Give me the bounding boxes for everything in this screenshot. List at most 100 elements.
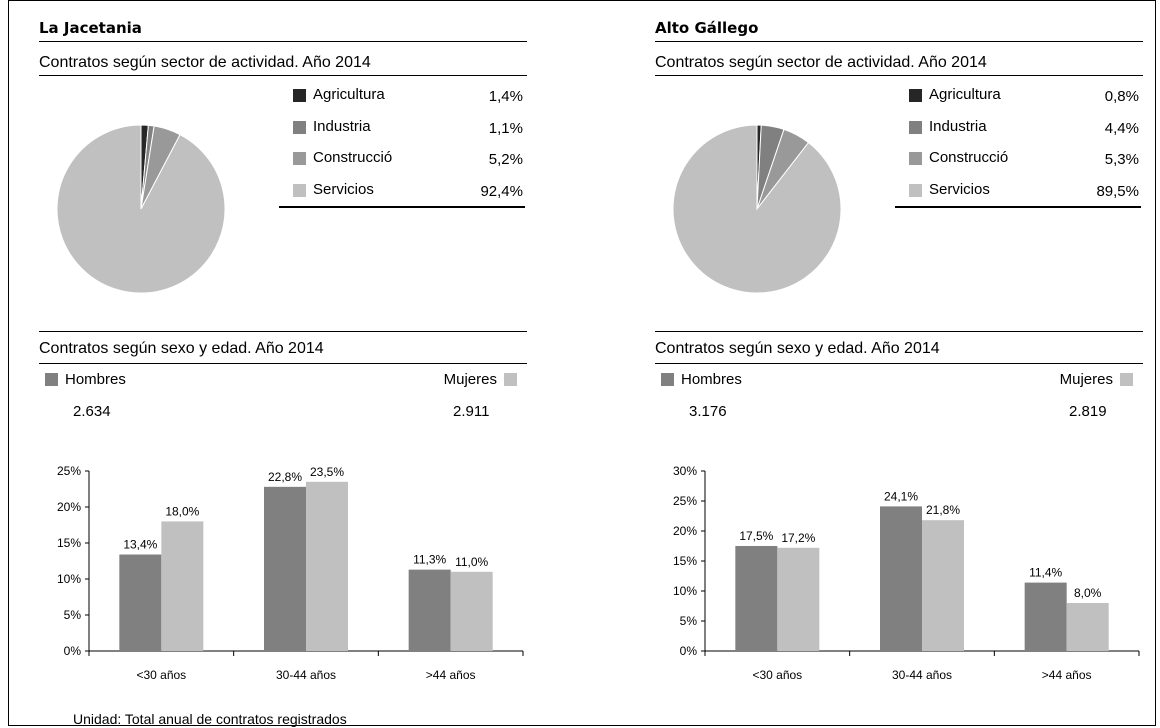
x-category-label: >44 años	[1042, 668, 1092, 682]
bar-value-label: 17,5%	[739, 529, 773, 543]
bar-hombres	[735, 546, 778, 651]
sex-age-bar-chart: 0% 5% 10% 15% 20% 25% 30% <30 años 17,5% 17,2% 30-…	[673, 464, 1140, 682]
sector-pie-chart	[56, 124, 226, 294]
legend-label: Servicios	[313, 180, 374, 198]
panel-la-jacetania: La Jacetania Contratos según sector de a…	[39, 1, 539, 701]
sector-chart-title: Contratos según sector de actividad. Año…	[655, 54, 987, 71]
sex-age-chart-title: Contratos según sexo y edad. Año 2014	[39, 340, 324, 357]
divider	[39, 75, 527, 76]
bar-hombres	[1024, 582, 1067, 651]
bar-value-label: 18,0%	[165, 504, 199, 518]
unit-footnote: Unidad: Total anual de contratos registr…	[73, 711, 347, 727]
y-tick-label: 25%	[57, 464, 81, 478]
y-tick-label: 10%	[673, 584, 697, 598]
legend-label: Industria	[929, 117, 987, 135]
x-category-label: 30-44 años	[276, 668, 336, 682]
legend-label: Servicios	[929, 180, 990, 198]
legend-value: 5,3%	[1104, 151, 1139, 168]
pie-slice-servicios	[672, 124, 842, 294]
sex-age-chart-title: Contratos según sexo y edad. Año 2014	[655, 340, 940, 357]
bar-hombres	[119, 554, 162, 651]
divider	[39, 363, 527, 364]
bar-value-label: 13,4%	[123, 538, 157, 552]
y-tick-label: 20%	[673, 524, 697, 538]
legend-item-agricultura: Agricultura 1,4%	[279, 85, 525, 117]
legend-label: Industria	[313, 117, 371, 135]
pie-slice-servicios	[56, 124, 226, 294]
legend-swatch-agricultura	[909, 89, 922, 102]
bar-mujeres	[450, 571, 493, 651]
sector-pie-chart	[672, 124, 842, 294]
legend-rule	[279, 206, 525, 208]
y-tick-label: 5%	[680, 614, 698, 628]
divider	[39, 331, 527, 332]
mujeres-swatch	[504, 373, 517, 386]
legend-item-agricultura: Agricultura 0,8%	[895, 85, 1141, 117]
bar-value-label: 22,8%	[268, 470, 302, 484]
bar-mujeres	[777, 547, 820, 651]
mujeres-label: Mujeres	[443, 371, 497, 388]
bar-hombres	[880, 506, 922, 651]
divider	[655, 75, 1143, 76]
bar-value-label: 11,3%	[413, 553, 446, 567]
region-title: La Jacetania	[39, 19, 142, 37]
y-tick-label: 15%	[57, 536, 81, 550]
hombres-total: 3.176	[689, 403, 727, 420]
bar-value-label: 11,0%	[455, 555, 488, 569]
sector-legend: Agricultura 0,8% Industria 4,4% Construcci…	[895, 85, 1141, 211]
y-tick-label: 30%	[673, 464, 697, 478]
hombres-swatch	[45, 373, 58, 386]
y-tick-label: 15%	[673, 554, 697, 568]
sector-legend: Agricultura 1,4% Industria 1,1% Construcci…	[279, 85, 525, 211]
legend-item-industria: Industria 4,4%	[895, 117, 1141, 149]
legend-item-construccion: Construcció 5,3%	[895, 148, 1141, 180]
bar-mujeres	[922, 520, 964, 651]
legend-item-industria: Industria 1,1%	[279, 117, 525, 149]
divider	[655, 331, 1143, 332]
x-category-label: <30 años	[136, 668, 186, 682]
legend-label: Agricultura	[313, 86, 385, 103]
mujeres-label: Mujeres	[1059, 371, 1113, 388]
bar-value-label: 24,1%	[884, 489, 918, 503]
y-tick-label: 0%	[64, 644, 82, 658]
panel-alto-gallego: Alto Gállego Contratos según sector de a…	[655, 1, 1155, 701]
bar-value-label: 23,5%	[310, 465, 344, 479]
legend-item-servicios: Servicios 89,5%	[895, 180, 1141, 212]
legend-swatch-agricultura	[293, 89, 306, 102]
legend-swatch-servicios	[909, 183, 922, 197]
legend-label: Construcció	[929, 149, 1009, 166]
y-tick-label: 0%	[680, 644, 698, 658]
mujeres-total: 2.911	[453, 403, 490, 420]
sex-age-bar-chart: 0% 5% 10% 15% 20% 25% <30 años 13,4% 18,0% 30-44 …	[57, 464, 524, 682]
x-category-label: >44 años	[426, 668, 476, 682]
divider	[655, 41, 1143, 42]
y-tick-label: 20%	[57, 500, 81, 514]
hombres-label: Hombres	[681, 371, 742, 388]
bar-value-label: 21,8%	[926, 503, 960, 517]
x-category-label: 30-44 años	[892, 668, 952, 682]
bar-mujeres	[1066, 603, 1109, 651]
sector-chart-title: Contratos según sector de actividad. Año…	[39, 54, 371, 71]
region-title: Alto Gállego	[655, 19, 759, 37]
sex-legend: Hombres Mujeres	[655, 371, 1143, 389]
report-frame: La Jacetania Contratos según sector de a…	[8, 0, 1156, 727]
legend-value: 92,4%	[480, 182, 523, 200]
mujeres-total: 2.819	[1069, 403, 1107, 420]
legend-value: 1,1%	[488, 119, 523, 137]
legend-swatch-industria	[909, 120, 922, 134]
y-tick-label: 5%	[64, 608, 82, 622]
bar-value-label: 11,4%	[1029, 566, 1062, 580]
legend-value: 5,2%	[488, 151, 523, 168]
legend-value: 4,4%	[1104, 119, 1139, 137]
y-tick-label: 10%	[57, 572, 81, 586]
bar-hombres	[408, 569, 451, 651]
bar-hombres	[264, 486, 306, 651]
legend-label: Construcció	[313, 149, 393, 166]
bar-mujeres	[161, 521, 204, 651]
bar-mujeres	[306, 481, 348, 651]
hombres-swatch	[661, 373, 674, 386]
mujeres-swatch	[1120, 373, 1133, 386]
legend-swatch-construccion	[909, 152, 922, 165]
divider	[655, 363, 1143, 364]
legend-swatch-industria	[293, 120, 306, 134]
